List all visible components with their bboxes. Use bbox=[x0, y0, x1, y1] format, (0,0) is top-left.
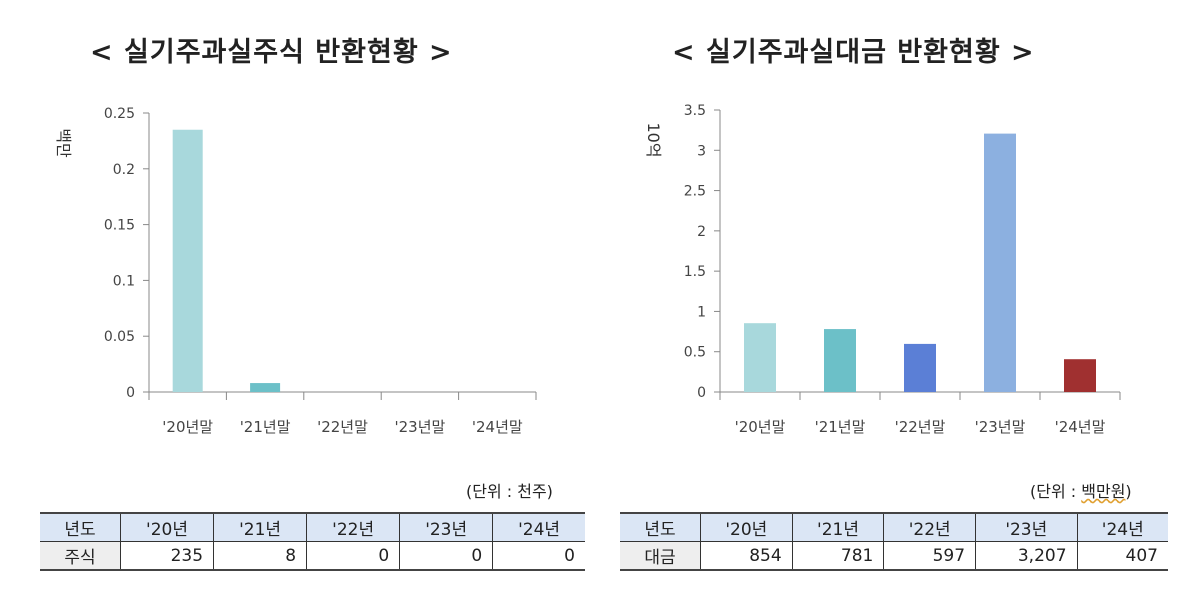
x-tick-label: '24년말 bbox=[472, 418, 523, 436]
x-tick-label: '22년말 bbox=[317, 418, 368, 436]
table-header-row: 년도 '20년 '21년 '22년 '23년 '24년 bbox=[620, 512, 1168, 542]
y-tick-label: 3 bbox=[697, 143, 706, 159]
cell: 597 bbox=[883, 541, 976, 571]
table-header-row: 년도 '20년 '21년 '22년 '23년 '24년 bbox=[40, 512, 585, 542]
y-tick-label: 0.05 bbox=[104, 329, 135, 345]
cell: 854 bbox=[700, 541, 793, 571]
left-unit: (단위 : 천주) bbox=[466, 482, 553, 501]
x-tick-label: '20년말 bbox=[162, 418, 213, 436]
bar bbox=[984, 133, 1016, 392]
header-cell: 년도 bbox=[620, 512, 701, 542]
y-tick-label: 0 bbox=[697, 385, 706, 401]
header-cell: '21년 bbox=[791, 512, 884, 542]
y-tick-label: 0 bbox=[126, 385, 135, 401]
y-axis-label: 백만 bbox=[54, 128, 73, 158]
header-cell: '23년 bbox=[399, 512, 493, 542]
stock-table: 년도 '20년 '21년 '22년 '23년 '24년 주식 235 8 0 0 0 bbox=[40, 512, 585, 571]
charts: 0 0.05 0.1 0.15 0.2 0.25 '20년말 '21년말 '22년말 '23년말 '… bbox=[54, 103, 1121, 436]
y-tick-label: 2.5 bbox=[684, 184, 706, 200]
cell: 407 bbox=[1076, 541, 1168, 571]
y-tick-label: 0.25 bbox=[104, 106, 135, 122]
bar bbox=[1064, 359, 1096, 392]
y-tick-label: 0.5 bbox=[684, 345, 706, 361]
cell: 781 bbox=[791, 541, 884, 571]
y-axis-label: 10억 bbox=[644, 122, 663, 157]
header-cell: '22년 bbox=[883, 512, 976, 542]
x-tick-label: '24년말 bbox=[1055, 418, 1106, 436]
y-tick-label: 0.15 bbox=[104, 218, 135, 234]
header-cell: '24년 bbox=[1076, 512, 1168, 542]
y-tick-label: 0.2 bbox=[113, 162, 135, 178]
x-tick-label: '21년말 bbox=[815, 418, 866, 436]
y-tick-label: 0.1 bbox=[113, 273, 135, 289]
table-row: 대금 854 781 597 3,207 407 bbox=[620, 541, 1168, 571]
y-tick-label: 1 bbox=[697, 304, 706, 320]
bar bbox=[744, 323, 776, 392]
table-row: 주식 235 8 0 0 0 bbox=[40, 541, 585, 571]
unit-prefix: (단위 : bbox=[1030, 482, 1082, 501]
header-cell: '21년 bbox=[213, 512, 307, 542]
bar bbox=[904, 343, 936, 392]
bar bbox=[250, 383, 281, 392]
right-chart-title: < 실기주과실대금 반환현황 > bbox=[672, 37, 1035, 68]
header-cell: '20년 bbox=[119, 512, 214, 542]
cell: 0 bbox=[492, 541, 585, 571]
x-tick-label: '22년말 bbox=[895, 418, 946, 436]
cash-table: 년도 '20년 '21년 '22년 '23년 '24년 대금 854 781 597 3,207 4… bbox=[620, 512, 1168, 571]
cell: 3,207 bbox=[975, 541, 1078, 571]
x-tick-label: '23년말 bbox=[975, 418, 1026, 436]
cell: 8 bbox=[213, 541, 307, 571]
cell: 0 bbox=[399, 541, 493, 571]
y-tick-label: 2 bbox=[697, 224, 706, 240]
cell: 0 bbox=[306, 541, 400, 571]
header-cell: '22년 bbox=[306, 512, 400, 542]
x-tick-label: '23년말 bbox=[394, 418, 445, 436]
header-cell: 년도 bbox=[40, 512, 121, 542]
bar bbox=[172, 129, 203, 393]
cell: 235 bbox=[119, 541, 214, 571]
row-label: 대금 bbox=[620, 541, 701, 571]
x-tick-label: '21년말 bbox=[240, 418, 291, 436]
unit-suffix: ) bbox=[1125, 482, 1132, 501]
left-chart-title: < 실기주과실주식 반환현황 > bbox=[90, 37, 453, 68]
unit-word: 백만원 bbox=[1081, 482, 1126, 501]
y-tick-label: 1.5 bbox=[684, 264, 706, 280]
right-unit: (단위 : 백만원) bbox=[1030, 478, 1132, 502]
bar bbox=[824, 329, 856, 392]
row-label: 주식 bbox=[40, 541, 121, 571]
header-cell: '23년 bbox=[975, 512, 1078, 542]
header-cell: '24년 bbox=[492, 512, 585, 542]
y-tick-label: 3.5 bbox=[684, 103, 706, 119]
x-tick-label: '20년말 bbox=[735, 418, 786, 436]
header-cell: '20년 bbox=[700, 512, 793, 542]
